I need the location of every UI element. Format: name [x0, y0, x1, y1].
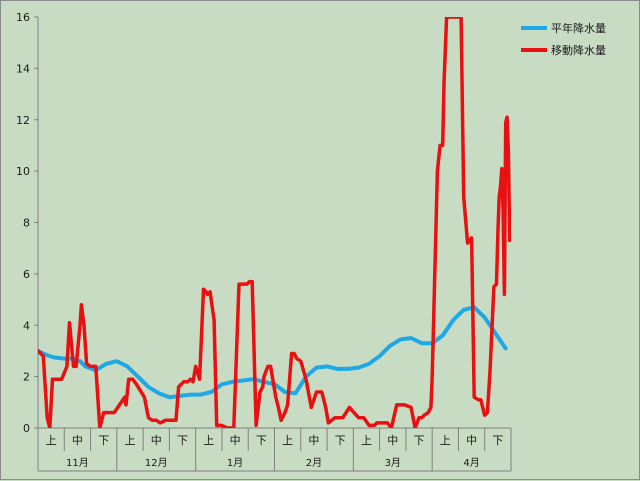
plot-area [37, 17, 512, 472]
y-tick-label: 4 [23, 319, 30, 332]
y-tick-label: 12 [16, 114, 30, 127]
y-tick-label: 16 [16, 11, 30, 24]
period-label: 中 [387, 434, 398, 447]
period-label: 中 [72, 434, 83, 447]
period-label: 中 [230, 434, 241, 447]
month-label: 11月 [66, 457, 89, 469]
y-tick-label: 8 [23, 217, 30, 230]
period-label: 中 [466, 434, 477, 447]
y-tick-label: 14 [16, 62, 30, 75]
period-label: 下 [256, 434, 267, 447]
x-axis: 上 中 下 上 中 下 上 中 下 上 中 下 上 中 下 上 中 下 11月 12月 1月 2月 3月 4月 [37, 428, 512, 471]
period-label: 上 [46, 434, 57, 447]
month-label: 3月 [385, 457, 401, 469]
month-label: 4月 [463, 457, 479, 469]
month-label: 2月 [306, 457, 322, 469]
period-label: 下 [492, 434, 503, 447]
y-tick-label: 10 [16, 165, 30, 178]
period-label: 中 [151, 434, 162, 447]
period-label: 下 [98, 434, 109, 447]
period-label: 上 [361, 434, 372, 447]
period-label: 下 [177, 434, 188, 447]
period-label: 上 [282, 434, 293, 447]
y-tick-label: 0 [23, 422, 30, 435]
period-label: 中 [308, 434, 319, 447]
y-axis: 0 2 4 6 8 10 12 14 16 [16, 11, 38, 435]
month-label: 12月 [145, 457, 168, 469]
period-label: 下 [414, 434, 425, 447]
legend-label: 平年降水量 [551, 21, 606, 35]
series-layer [38, 17, 511, 428]
y-tick-label: 2 [23, 371, 30, 384]
legend-label: 移動降水量 [551, 43, 606, 57]
period-label: 上 [124, 434, 135, 447]
series-line-moving [38, 17, 511, 428]
period-label: 下 [335, 434, 346, 447]
period-label: 上 [203, 434, 214, 447]
period-label: 上 [440, 434, 451, 447]
y-tick-label: 6 [23, 268, 30, 281]
month-label: 1月 [227, 457, 243, 469]
